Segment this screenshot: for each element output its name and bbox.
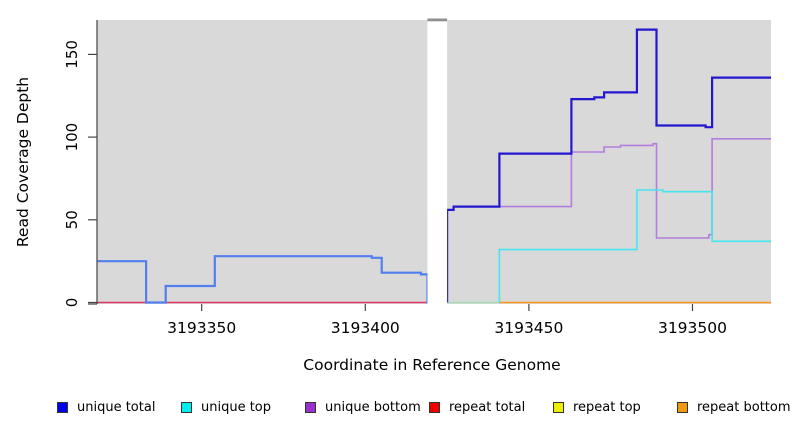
legend-item-unique-bottom: unique bottom xyxy=(305,399,421,415)
x-tick-label: 3193350 xyxy=(167,319,236,337)
x-axis-label: Coordinate in Reference Genome xyxy=(303,356,560,374)
legend-label: unique total xyxy=(77,399,156,415)
series-unique-total-line xyxy=(446,28,771,303)
x-tick-label: 3193450 xyxy=(494,319,563,337)
legend-label: unique top xyxy=(201,399,272,415)
coverage-plot-svg: 0 50 100 150 3193350 3193400 3193450 3193500 Re… xyxy=(14,18,771,374)
series-unique-total-left-line xyxy=(97,255,430,304)
legend-label: unique bottom xyxy=(325,399,421,415)
x-tick-label: 3193500 xyxy=(658,319,727,337)
chart-legend: unique total unique top unique bottom repea… xyxy=(0,399,792,419)
legend-item-unique-total: unique total xyxy=(57,399,155,415)
y-tick-label: 0 xyxy=(63,298,81,308)
legend-swatch-icon xyxy=(429,401,440,413)
masked-gap-cap xyxy=(427,18,448,22)
legend-item-repeat-total: repeat total xyxy=(429,399,525,415)
legend-item-repeat-bottom: repeat bottom xyxy=(677,399,791,415)
legend-swatch-icon xyxy=(181,401,192,413)
y-axis-label: Read Coverage Depth xyxy=(14,77,32,247)
x-tick-label: 3193400 xyxy=(331,319,400,337)
plot-layers: 0 50 100 150 3193350 3193400 3193450 3193500 xyxy=(63,18,771,337)
legend-label: repeat bottom xyxy=(697,399,791,415)
legend-swatch-icon xyxy=(57,401,68,413)
legend-swatch-icon xyxy=(677,401,688,413)
y-tick-label: 150 xyxy=(63,40,81,69)
legend-swatch-icon xyxy=(553,401,564,413)
y-tick-label: 50 xyxy=(63,210,81,229)
masked-gap-band xyxy=(427,20,448,304)
legend-swatch-icon xyxy=(305,401,316,413)
legend-label: repeat top xyxy=(573,399,641,415)
legend-label: repeat total xyxy=(449,399,526,415)
legend-item-repeat-top: repeat top xyxy=(553,399,641,415)
series-unique-top-line xyxy=(498,189,771,303)
coverage-chart: 0 50 100 150 3193350 3193400 3193450 3193500 Re… xyxy=(14,18,771,374)
y-tick-label: 100 xyxy=(63,123,81,152)
legend-item-unique-top: unique top xyxy=(181,399,271,415)
